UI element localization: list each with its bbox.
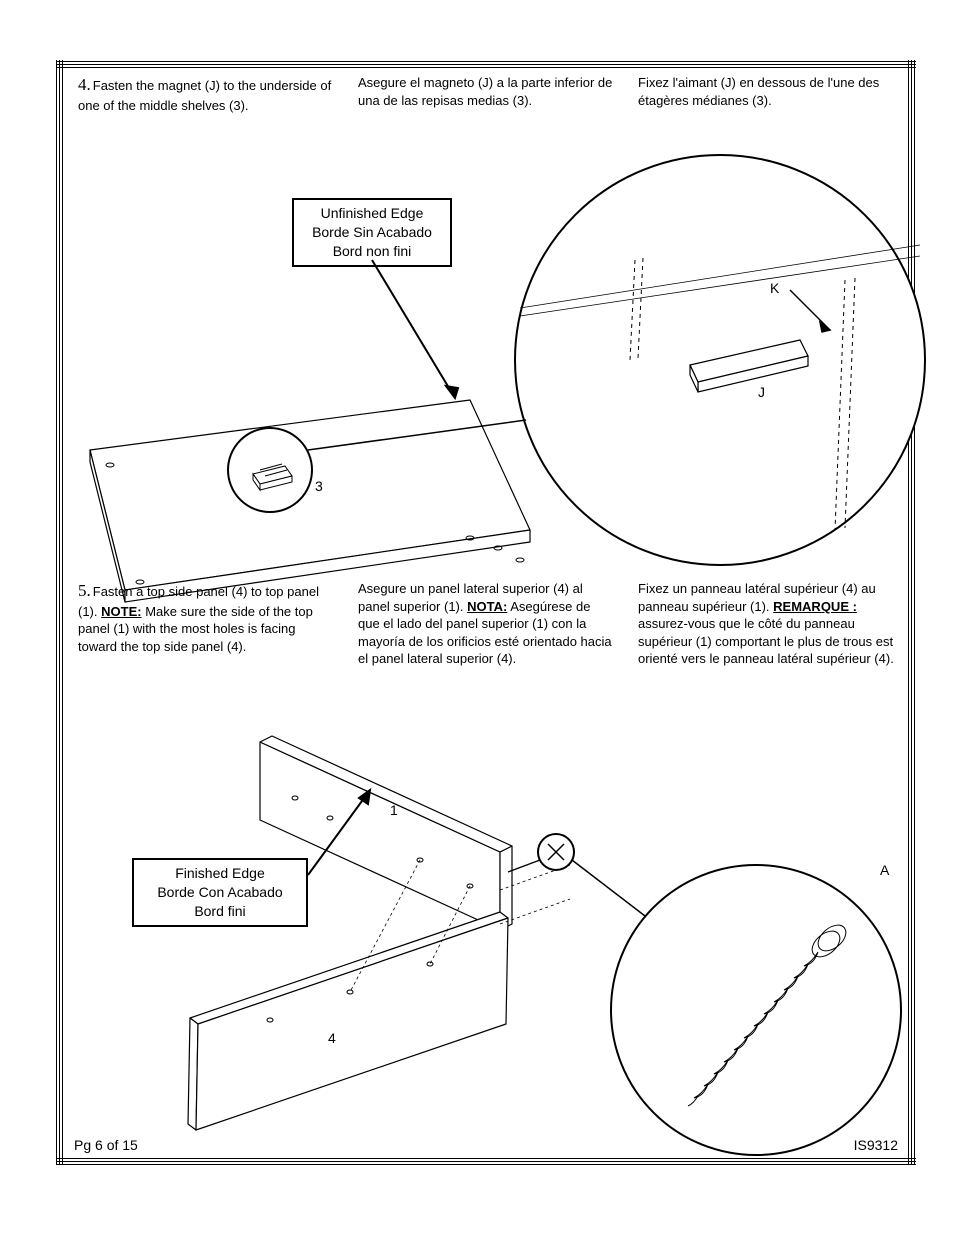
- step4-en: 4.Fasten the magnet (J) to the underside…: [78, 74, 334, 114]
- step5-diagram: Finished Edge Borde Con Acabado Bord fin…: [70, 690, 902, 1160]
- step5-en: 5.Fasten a top side panel (4) to top pan…: [78, 580, 334, 668]
- step4-label-K: K: [770, 280, 779, 296]
- step5-number: 5.: [78, 581, 91, 600]
- step4-text-block: 4.Fasten the magnet (J) to the underside…: [78, 74, 894, 114]
- step4-svg: [70, 130, 902, 560]
- page-content: 4.Fasten the magnet (J) to the underside…: [70, 70, 902, 1153]
- step4-label-3: 3: [315, 478, 323, 494]
- step4-number: 4.: [78, 75, 91, 94]
- step5-fr-post: assurez-vous que le côté du panneau supé…: [638, 616, 894, 666]
- footer-doc-id: IS9312: [854, 1137, 898, 1153]
- step4-fr: Fixez l'aimant (J) en dessous de l'une d…: [638, 74, 894, 114]
- step5-fr-note: REMARQUE :: [773, 599, 857, 614]
- step5-label-A: A: [880, 862, 889, 878]
- step4-en-text: Fasten the magnet (J) to the underside o…: [78, 78, 331, 113]
- step5-label-4: 4: [328, 1030, 336, 1046]
- step4-es-text: Asegure el magneto (J) a la parte inferi…: [358, 75, 612, 108]
- step5-fr: Fixez un panneau latéral supérieur (4) a…: [638, 580, 894, 668]
- step5-text-block: 5.Fasten a top side panel (4) to top pan…: [78, 580, 894, 668]
- step4-es: Asegure el magneto (J) a la parte inferi…: [358, 74, 614, 114]
- footer-page-number: Pg 6 of 15: [74, 1137, 138, 1153]
- step5-es: Asegure un panel lateral superior (4) al…: [358, 580, 614, 668]
- step5-svg: [70, 690, 902, 1160]
- step4-fr-text: Fixez l'aimant (J) en dessous de l'une d…: [638, 75, 879, 108]
- step5-label-1: 1: [390, 802, 398, 818]
- step5-es-note: NOTA:: [467, 599, 507, 614]
- step5-en-note: NOTE:: [101, 604, 141, 619]
- step4-label-J: J: [758, 384, 765, 400]
- step4-diagram: Unfinished Edge Borde Sin Acabado Bord n…: [70, 130, 902, 560]
